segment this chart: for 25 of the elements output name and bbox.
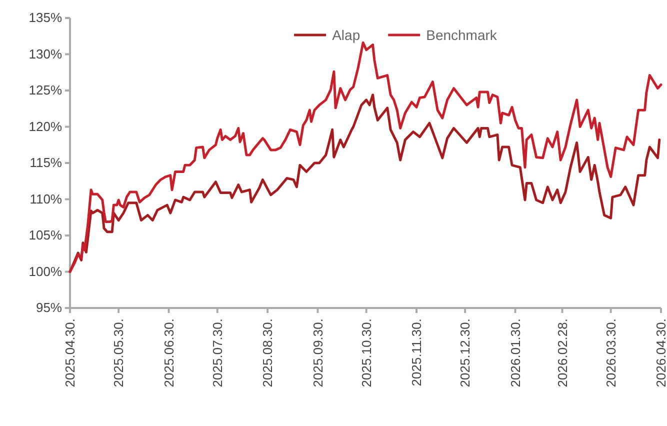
y-tick-label: 115% xyxy=(30,155,62,170)
y-tick-label: 130% xyxy=(28,46,62,62)
x-tick-label: 2026.03.30. xyxy=(603,318,618,388)
x-tick-label: 2026.04.30. xyxy=(654,318,667,388)
y-tick-label: 125% xyxy=(28,82,62,98)
legend-label: Benchmark xyxy=(426,27,498,43)
x-tick-label: 2025.11.30. xyxy=(409,318,424,386)
y-tick-label: 135% xyxy=(28,10,62,26)
x-tick-label: 2025.08.30. xyxy=(260,318,276,388)
x-tick-label: 2025.07.30. xyxy=(210,318,225,388)
x-tick-label: 2025.06.30. xyxy=(161,318,176,388)
x-tick-label: 2025.04.30. xyxy=(62,318,78,388)
x-tick-label: 2025.12.30. xyxy=(458,318,473,388)
x-tick-label: 2025.10.30. xyxy=(358,318,374,388)
y-tick-label: 95% xyxy=(36,300,62,316)
line-series xyxy=(68,41,662,273)
x-tick-label: 2025.05.30. xyxy=(111,318,126,388)
x-tick-label: 2026.01.30. xyxy=(508,318,523,388)
y-tick-label: 105% xyxy=(28,228,62,243)
x-tick-label: 2025.09.30. xyxy=(310,318,326,388)
legend-label: Alap xyxy=(332,27,360,43)
y-tick-label: 120% xyxy=(28,118,62,134)
y-tick-label: 100% xyxy=(28,264,62,279)
x-tick-label: 2026.02.28. xyxy=(554,318,570,388)
y-tick-label: 110% xyxy=(30,191,62,206)
